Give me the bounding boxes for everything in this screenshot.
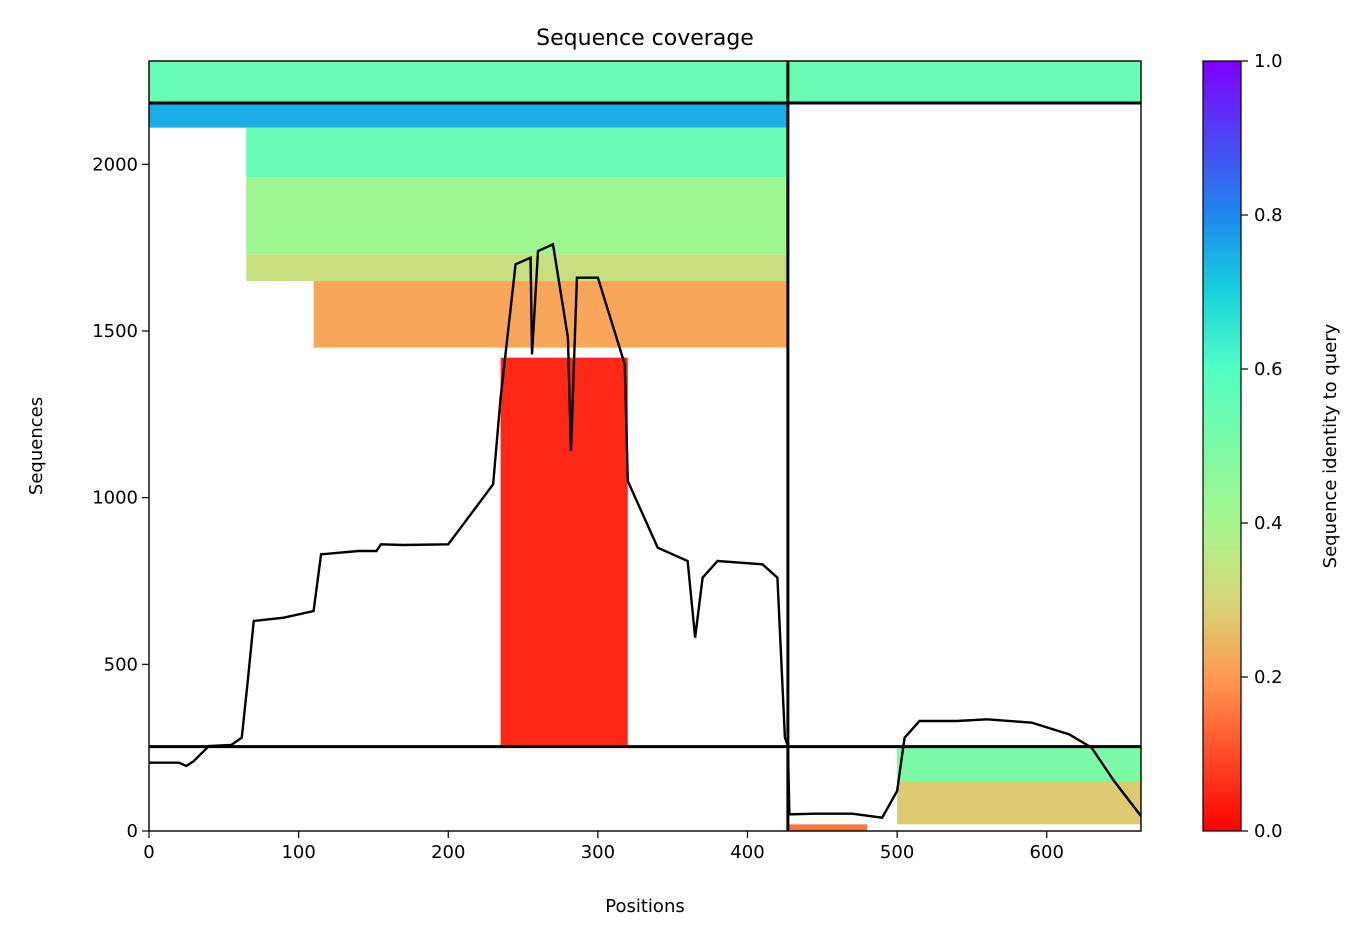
colorbar-tick-label: 0.8	[1254, 205, 1283, 226]
x-tick-label: 400	[730, 842, 764, 863]
y-axis-label: Sequences	[26, 397, 47, 495]
y-axis: 0 500 1000 1500 2000	[92, 154, 149, 842]
colorbar-label: Sequence identity to query	[1320, 323, 1341, 568]
colorbar-tick-label: 0.4	[1254, 513, 1283, 534]
coverage-block	[313, 281, 788, 348]
coverage-block	[500, 357, 628, 747]
y-tick-label: 0	[127, 821, 138, 842]
coverage-block	[897, 781, 1141, 825]
y-tick-label: 1500	[92, 321, 138, 342]
plot-frame	[148, 60, 1142, 832]
coverage-block	[246, 127, 788, 178]
coverage-block	[246, 254, 788, 281]
coverage-block	[897, 746, 1141, 781]
heatmap-blocks	[149, 61, 1141, 831]
y-tick-label: 1000	[92, 488, 138, 509]
colorbar	[1202, 60, 1242, 832]
coverage-block	[787, 61, 1141, 103]
coverage-block	[149, 61, 788, 103]
x-tick-label: 500	[880, 842, 914, 863]
chart-title: Sequence coverage	[536, 26, 754, 51]
x-tick-label: 600	[1030, 842, 1064, 863]
domain-boundaries	[149, 61, 1141, 831]
y-tick-label: 500	[104, 654, 138, 675]
coverage-block	[787, 824, 868, 831]
colorbar-tick-label: 0.6	[1254, 359, 1283, 380]
y-tick-label: 2000	[92, 154, 138, 175]
coverage-block	[149, 103, 788, 128]
coverage-block	[246, 177, 788, 255]
x-tick-label: 300	[581, 842, 615, 863]
colorbar-axis: 0.0 0.2 0.4 0.6 0.8 1.0	[1241, 51, 1283, 842]
x-tick-label: 100	[281, 842, 315, 863]
colorbar-tick-label: 0.2	[1254, 667, 1283, 688]
coverage-line	[149, 242, 1141, 819]
colorbar-tick-label: 0.0	[1254, 821, 1283, 842]
x-tick-label: 0	[143, 842, 154, 863]
x-tick-label: 200	[431, 842, 465, 863]
x-axis-label: Positions	[605, 896, 684, 917]
colorbar-tick-label: 1.0	[1254, 51, 1283, 72]
x-axis: 0 100 200 300 400 500 600	[143, 831, 1064, 863]
